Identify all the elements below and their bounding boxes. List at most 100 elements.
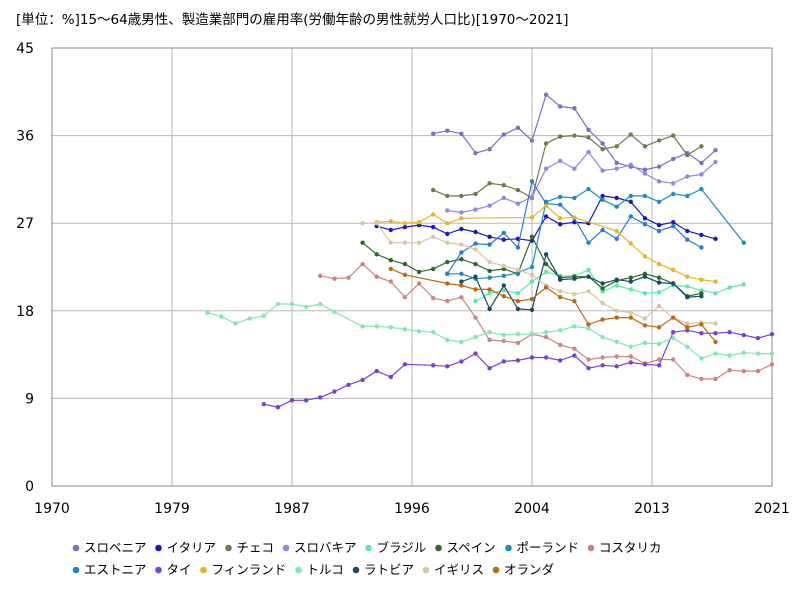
data-point (642, 340, 648, 346)
data-point (501, 273, 506, 278)
data-point (600, 334, 605, 340)
data-point (501, 132, 506, 137)
data-point (487, 291, 492, 296)
legend-label: チェコ (237, 540, 275, 555)
data-point (558, 216, 563, 221)
data-point (558, 358, 563, 363)
data-point (628, 193, 633, 199)
series-line (263, 329, 773, 408)
data-point (656, 341, 662, 347)
data-point (388, 258, 393, 263)
legend-item: ラトビア (352, 562, 414, 577)
y-tick-label: 9 (25, 391, 34, 407)
data-point (586, 366, 591, 371)
series-line (362, 222, 716, 325)
legend-item: フィンランド (200, 562, 286, 577)
series-フィンランド (374, 203, 718, 284)
data-point (614, 315, 619, 320)
data-point (671, 267, 676, 273)
data-point (473, 247, 478, 252)
data-point (360, 221, 365, 226)
series-スロバキア (445, 149, 718, 215)
data-point (374, 252, 379, 257)
series-イギリス (360, 221, 718, 326)
data-point (572, 106, 577, 111)
data-point (713, 351, 718, 356)
data-point (543, 166, 549, 171)
data-point (671, 357, 676, 362)
data-point (656, 199, 662, 204)
legend-marker (422, 566, 430, 574)
data-point (642, 274, 648, 279)
data-point (727, 353, 732, 358)
data-point (388, 219, 393, 224)
data-point (713, 321, 718, 326)
data-point (543, 92, 549, 97)
data-point (586, 149, 591, 155)
data-point (628, 354, 633, 359)
data-point (586, 135, 591, 140)
data-point (769, 351, 775, 356)
data-point (671, 191, 676, 197)
data-point (727, 285, 732, 290)
legend-marker (155, 544, 162, 552)
data-point (529, 332, 535, 337)
legend-label: イタリア (167, 540, 217, 555)
data-point (656, 290, 662, 295)
data-point (656, 363, 662, 368)
data-point (685, 152, 690, 158)
data-point (656, 280, 662, 285)
data-point (445, 221, 450, 226)
data-point (402, 240, 408, 245)
legend-item: タイ (155, 562, 192, 577)
data-point (685, 193, 690, 199)
series-ブラジル (473, 267, 746, 304)
data-point (515, 306, 521, 312)
data-point (572, 346, 577, 351)
data-point (459, 210, 464, 215)
data-point (487, 242, 492, 247)
data-point (656, 222, 662, 228)
data-point (501, 195, 506, 201)
data-point (656, 228, 662, 234)
data-point (558, 277, 563, 282)
data-point (614, 166, 619, 171)
data-point (501, 332, 506, 338)
data-point (303, 398, 309, 403)
data-point (699, 331, 704, 336)
data-point (543, 269, 549, 275)
legend-item: スロバキア (282, 540, 357, 555)
data-point (529, 215, 535, 220)
data-point (487, 203, 492, 208)
data-point (487, 259, 492, 265)
x-tick-label: 1970 (34, 501, 70, 517)
data-point (275, 301, 281, 307)
data-point (515, 340, 521, 346)
data-point (473, 229, 478, 235)
legend-label: スペイン (447, 540, 496, 555)
data-point (713, 339, 718, 345)
legend-item: ブラジル (365, 540, 426, 555)
data-point (543, 285, 549, 290)
data-point (600, 227, 605, 233)
data-point (543, 355, 549, 360)
data-point (614, 204, 619, 209)
data-point (529, 355, 535, 360)
data-point (586, 326, 591, 331)
data-point (303, 304, 309, 310)
data-point (318, 301, 323, 307)
data-point (473, 191, 478, 197)
data-point (515, 291, 521, 296)
data-point (402, 272, 408, 277)
data-point (558, 295, 563, 300)
data-point (628, 162, 633, 167)
legend-marker (492, 566, 500, 574)
data-point (473, 298, 478, 304)
series-line (320, 263, 773, 380)
data-point (416, 240, 422, 245)
data-point (741, 240, 746, 245)
data-point (529, 296, 535, 302)
data-point (515, 201, 521, 206)
data-point (473, 315, 478, 320)
